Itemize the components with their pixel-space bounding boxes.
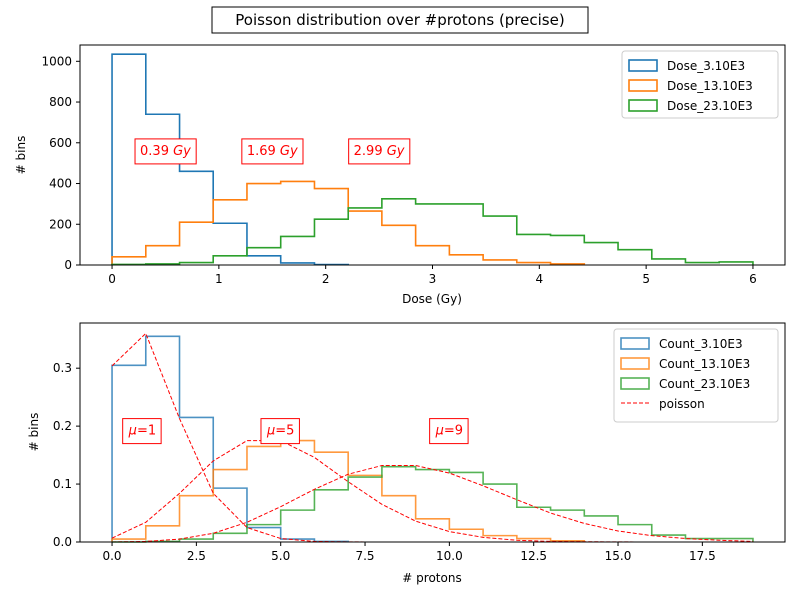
dose-y-tick-label: 400 (49, 177, 72, 191)
protons-annotation-text: μ=9 (435, 424, 463, 439)
dose-x-tick-label: 1 (215, 272, 223, 286)
protons-annotation-text: μ=1 (128, 424, 156, 439)
protons-x-tick-label: 7.5 (355, 549, 374, 563)
protons-legend-entry-2: Count_23.10E3 (620, 377, 750, 391)
figure-title-box (211, 6, 589, 34)
dose-legend-label: Dose_3.10E3 (667, 59, 745, 73)
dose-y-tick-label: 200 (49, 217, 72, 231)
dose-series-group (111, 53, 754, 266)
protons-x-tick-label: 0.0 (102, 549, 121, 563)
protons-x-axis-label: # protons (402, 571, 461, 585)
protons-annotation-1: μ=5 (260, 418, 300, 445)
dose-annotation-0: 0.39 Gy (134, 138, 197, 165)
dose-legend-label: Dose_13.10E3 (667, 79, 753, 93)
dose-x-axis-label: Dose (Gy) (402, 292, 462, 306)
protons-y-tick-label: 0.0 (53, 535, 72, 549)
protons-legend-label: Count_23.10E3 (659, 377, 750, 391)
dose-annotation-text: 1.69 Gy (247, 144, 298, 159)
dose-legend-entry-1: Dose_13.10E3 (628, 79, 753, 93)
protons-legend-swatch (620, 377, 650, 390)
dose-y-tick-label: 0 (64, 258, 72, 272)
protons-x-tick-label: 5.0 (271, 549, 290, 563)
dose-legend: Dose_3.10E3 Dose_13.10E3 Dose_23.10E3 (621, 50, 779, 119)
protons-series-2-step (112, 465, 754, 543)
dose-x-tick-label: 4 (535, 272, 543, 286)
dose-annotation-text: 2.99 Gy (354, 144, 405, 159)
dose-legend-swatch (628, 59, 658, 72)
protons-x-tick-label: 10.0 (436, 549, 463, 563)
dose-x-tick-label: 6 (749, 272, 757, 286)
dose-legend-swatch (628, 79, 658, 92)
protons-x-tick-label: 17.5 (689, 549, 716, 563)
dose-histogram-panel: 0 1 2 3 4 5 6 0 200 400 600 800 1000 0.39 Gy 1.69 Gy 2.… (14, 44, 786, 306)
protons-legend-label: Count_13.10E3 (659, 357, 750, 371)
protons-legend-swatch (620, 337, 650, 350)
dose-y-tick-label: 600 (49, 136, 72, 150)
protons-legend-swatch (620, 357, 650, 370)
dose-annotation-box (241, 138, 304, 165)
dose-series-2-step (111, 197, 754, 266)
dose-plot-area: 0 1 2 3 4 5 6 0 200 400 600 800 1000 0.39 Gy 1.69 Gy 2.… (41, 44, 786, 286)
poisson-curve-2 (112, 465, 753, 543)
protons-annotation-text: μ=5 (266, 424, 294, 439)
protons-legend-entry-3: poisson (621, 397, 705, 411)
dose-legend-entry-0: Dose_3.10E3 (628, 59, 745, 73)
protons-legend: Count_3.10E3 Count_13.10E3 Count_23.10E3po… (613, 328, 779, 423)
dose-annotation-box (134, 138, 197, 165)
dose-annotation-box (348, 138, 411, 165)
dose-x-tick-label: 5 (642, 272, 650, 286)
protons-annotation-2: μ=9 (429, 418, 469, 445)
protons-histogram-panel: 0.0 2.5 5.0 7.5 10.0 12.5 15.0 17.5 0.0 0.1 0.2 0.3… (27, 322, 786, 585)
protons-annotation-box (429, 418, 469, 445)
dose-legend-entry-2: Dose_23.10E3 (628, 99, 753, 113)
protons-legend-frame (613, 328, 779, 423)
protons-annotation-0: μ=1 (122, 418, 162, 445)
protons-legend-label: Count_3.10E3 (659, 337, 743, 351)
figure-title: Poisson distribution over #protons (prec… (235, 11, 564, 29)
protons-legend-entry-0: Count_3.10E3 (620, 337, 743, 351)
protons-y-axis-label: # bins (27, 413, 41, 452)
dose-y-tick-label: 1000 (41, 54, 72, 68)
protons-annotation-box (260, 418, 300, 445)
protons-legend-entry-1: Count_13.10E3 (620, 357, 750, 371)
protons-x-tick-label: 12.5 (520, 549, 547, 563)
protons-series-1-step (111, 439, 586, 542)
protons-x-tick-label: 2.5 (187, 549, 206, 563)
dose-annotation-text: 0.39 Gy (140, 144, 191, 159)
dose-legend-label: Dose_23.10E3 (667, 99, 753, 113)
dose-annotation-1: 1.69 Gy (241, 138, 304, 165)
protons-y-tick-label: 0.2 (53, 419, 72, 433)
dose-series-0-step (111, 53, 350, 266)
dose-legend-swatch (628, 99, 658, 112)
dose-series-1-step (111, 180, 586, 265)
dose-annotation-2: 2.99 Gy (348, 138, 411, 165)
protons-series-0-step (111, 335, 349, 543)
protons-annotation-box (122, 418, 162, 445)
protons-y-tick-label: 0.1 (53, 477, 72, 491)
dose-y-tick-label: 800 (49, 95, 72, 109)
protons-x-tick-label: 15.0 (605, 549, 632, 563)
protons-axes-frame (79, 322, 786, 543)
dose-legend-frame (621, 50, 779, 119)
dose-x-tick-label: 3 (429, 272, 437, 286)
protons-legend-label: poisson (659, 397, 705, 411)
dose-x-tick-label: 0 (108, 272, 116, 286)
protons-y-tick-label: 0.3 (53, 361, 72, 375)
poisson-curve-1 (111, 440, 753, 543)
dose-x-tick-label: 2 (322, 272, 330, 286)
protons-plot-area: 0.0 2.5 5.0 7.5 10.0 12.5 15.0 17.5 0.0 0.1 0.2 0.3… (53, 322, 786, 563)
dose-y-axis-label: # bins (14, 136, 28, 175)
